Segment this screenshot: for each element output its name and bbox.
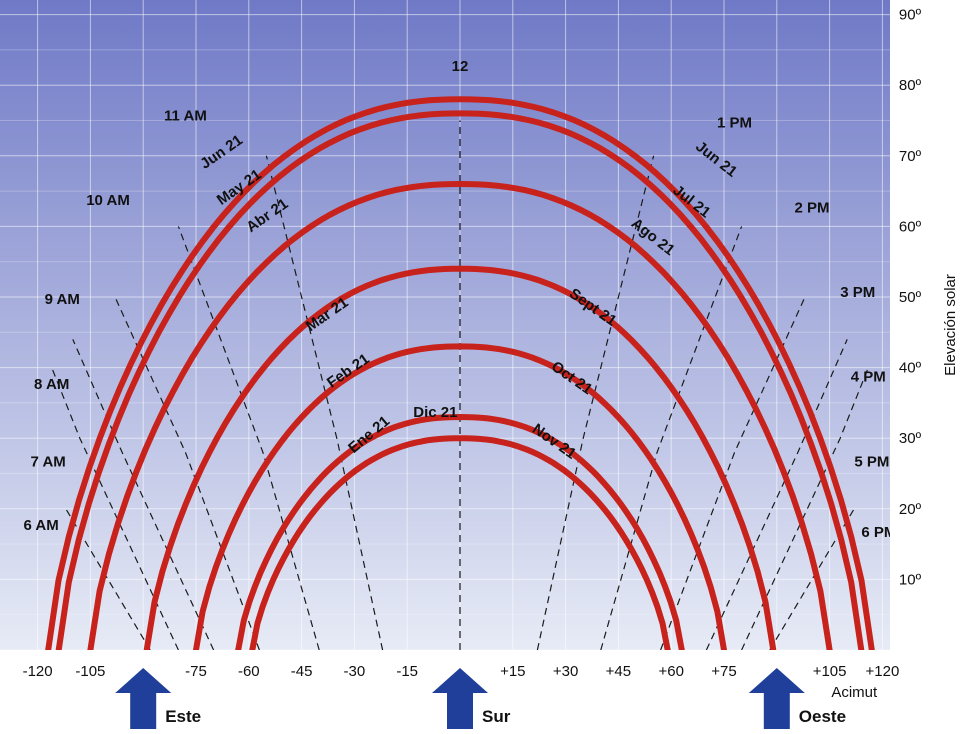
x-tick-label: -120 <box>23 663 53 680</box>
direction-arrow-icon <box>748 668 805 729</box>
hour-label: 9 AM <box>45 291 80 308</box>
direction-arrow-icon <box>115 668 172 729</box>
hour-line <box>705 339 848 651</box>
direction-label: Este <box>165 707 201 726</box>
y-tick-label: 40º <box>899 360 922 377</box>
x-tick-label: -60 <box>238 663 260 680</box>
hour-label: 3 PM <box>840 284 875 301</box>
x-tick-label: -45 <box>291 663 313 680</box>
x-tick-label: +105 <box>813 663 847 680</box>
hour-label: 6 PM <box>861 524 896 541</box>
hour-label: 11 AM <box>164 108 207 125</box>
direction-arrow-icon <box>432 668 488 729</box>
x-tick-label: +120 <box>866 663 900 680</box>
hour-label: 10 AM <box>86 192 130 209</box>
hour-line <box>265 155 384 651</box>
hour-line <box>536 155 655 651</box>
y-axis-title: Elevación solar <box>942 274 959 376</box>
y-tick-label: 70º <box>899 148 922 165</box>
hour-label: 8 AM <box>34 376 69 393</box>
hour-label: 6 AM <box>23 517 58 534</box>
x-tick-label: +45 <box>606 663 631 680</box>
hour-label: 5 PM <box>854 453 889 470</box>
hour-label: 4 PM <box>851 369 886 386</box>
direction-este: Este <box>115 668 201 729</box>
sun-path-mar-21 <box>143 265 777 653</box>
y-tick-label: 80º <box>899 77 922 94</box>
hour-line <box>600 226 743 651</box>
y-tick-label: 90º <box>899 7 922 24</box>
sun-path-jun-21 <box>45 96 875 653</box>
direction-oeste: Oeste <box>748 668 846 729</box>
x-tick-label: -75 <box>185 663 207 680</box>
x-tick-label: +15 <box>500 663 525 680</box>
hour-label: 1 PM <box>717 115 752 132</box>
direction-label: Sur <box>482 707 511 726</box>
x-tick-label: -105 <box>75 663 105 680</box>
hour-line <box>741 367 869 651</box>
hour-label: 7 AM <box>31 453 66 470</box>
month-label-dic: Dic 21 <box>413 404 457 421</box>
y-tick-label: 20º <box>899 501 922 518</box>
hour-label: 2 PM <box>794 199 829 216</box>
y-tick-label: 10º <box>899 571 922 588</box>
sun-path-may-21 <box>55 110 865 653</box>
direction-sur: Sur <box>432 668 511 729</box>
x-tick-label: -30 <box>344 663 366 680</box>
x-tick-label: +75 <box>711 663 736 680</box>
direction-label: Oeste <box>799 707 846 726</box>
x-tick-label: -15 <box>396 663 418 680</box>
sun-path-ene-21 <box>235 413 685 653</box>
sun-path-dic-21 <box>249 435 671 653</box>
y-tick-label: 50º <box>899 289 922 306</box>
x-tick-label: +30 <box>553 663 578 680</box>
y-axis-band <box>890 0 966 650</box>
sun-path-abr-21 <box>87 180 833 653</box>
y-tick-label: 30º <box>899 430 922 447</box>
hour-line <box>51 367 179 651</box>
x-axis-title: Acimut <box>831 684 878 701</box>
sun-path-feb-21 <box>193 343 727 653</box>
x-tick-label: +60 <box>658 663 683 680</box>
hour-label: 12 <box>452 58 469 75</box>
hour-line <box>177 226 320 651</box>
y-tick-label: 60º <box>899 218 922 235</box>
hour-line <box>72 339 215 651</box>
